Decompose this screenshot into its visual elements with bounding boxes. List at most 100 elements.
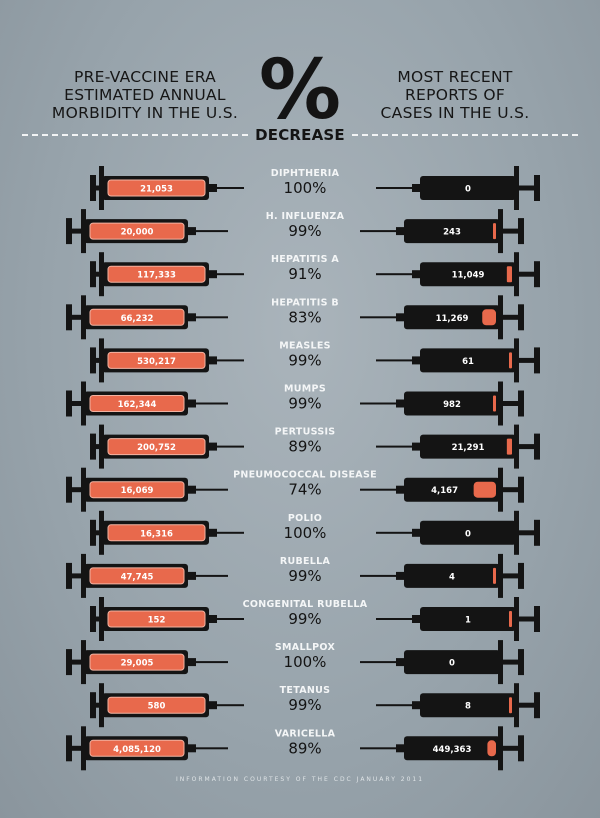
percent-decrease: 100% <box>284 524 327 542</box>
right-needle-hub <box>412 615 420 623</box>
right-needle <box>360 316 396 319</box>
left-plunger-handle <box>66 476 72 503</box>
right-fill <box>509 352 512 369</box>
disease-name: MEASLES <box>279 340 331 351</box>
recent-cases-value: 243 <box>443 228 461 238</box>
disease-name: VARICELLA <box>275 728 336 739</box>
left-fill <box>107 265 206 283</box>
percent-decrease: 100% <box>284 179 327 197</box>
left-needle <box>217 359 244 362</box>
left-fill <box>107 179 206 197</box>
recent-cases-value: 61 <box>462 357 474 367</box>
recent-cases-value: 982 <box>443 400 461 410</box>
right-plunger-handle <box>518 735 524 762</box>
right-barrel-flange <box>498 640 503 685</box>
left-fill <box>89 653 185 671</box>
right-barrel <box>420 434 516 459</box>
right-needle <box>376 359 412 362</box>
percent-decrease: 99% <box>288 610 321 628</box>
left-plunger-handle <box>90 433 96 460</box>
left-plunger-handle <box>66 562 72 589</box>
left-plunger-rod <box>72 487 84 493</box>
percent-decrease: 89% <box>288 739 321 757</box>
right-fill <box>509 697 512 714</box>
percent-decrease: 83% <box>288 308 321 326</box>
source-credit: INFORMATION COURTESY OF THE CDC JANUARY … <box>175 776 425 783</box>
right-needle <box>376 618 412 620</box>
recent-cases-value: 0 <box>465 185 471 195</box>
pre-vaccine-value: 530,217 <box>137 357 176 367</box>
pre-vaccine-value: 16,316 <box>140 529 173 539</box>
left-fill <box>107 438 206 456</box>
right-barrel-flange <box>514 252 519 297</box>
right-needle <box>360 574 396 577</box>
right-barrel-flange <box>514 338 519 383</box>
disease-name: POLIO <box>288 513 322 524</box>
left-needle <box>196 747 228 750</box>
right-plunger-rod <box>503 401 518 406</box>
left-plunger-handle <box>90 692 96 719</box>
right-plunger-handle <box>534 433 540 460</box>
left-needle-hub <box>188 227 196 236</box>
left-barrel-flange <box>81 467 86 512</box>
right-plunger-handle <box>534 692 540 719</box>
right-needle <box>376 445 412 448</box>
right-fill <box>493 395 496 412</box>
right-needle-hub <box>412 184 420 192</box>
left-needle <box>217 273 244 276</box>
left-barrel-flange <box>81 295 86 340</box>
disease-name: PERTUSSIS <box>275 427 336 438</box>
right-dashed-divider <box>352 134 578 136</box>
right-needle <box>376 704 412 707</box>
right-needle-hub <box>396 571 404 580</box>
recent-cases-value: 8 <box>465 702 471 712</box>
right-needle-hub <box>396 313 404 322</box>
right-barrel-flange <box>514 683 519 728</box>
disease-name: DIPHTHERIA <box>271 168 340 179</box>
left-fill <box>89 739 185 757</box>
recent-cases-value: 0 <box>449 659 455 669</box>
right-barrel <box>420 520 516 545</box>
pre-vaccine-value: 16,069 <box>121 486 154 496</box>
left-needle-hub <box>188 658 196 667</box>
right-barrel <box>420 262 516 287</box>
right-barrel <box>404 219 500 244</box>
left-barrel-flange <box>81 640 86 685</box>
percent-decrease: 91% <box>288 265 321 283</box>
right-needle <box>360 230 396 233</box>
left-barrel-flange <box>99 683 104 728</box>
right-barrel-flange <box>514 166 519 210</box>
right-plunger-rod <box>503 487 518 493</box>
left-needle <box>217 704 244 707</box>
left-barrel-flange <box>99 166 104 210</box>
disease-name: HEPATITIS A <box>271 254 339 265</box>
pre-vaccine-value: 4,085,120 <box>113 745 161 755</box>
left-fill <box>89 567 185 585</box>
left-barrel-flange <box>81 209 86 254</box>
percent-decrease: 99% <box>288 696 321 714</box>
left-dashed-divider <box>22 134 248 136</box>
right-needle-hub <box>396 399 404 408</box>
right-plunger-handle <box>534 175 540 201</box>
left-plunger-rod <box>72 228 84 234</box>
disease-name: H. INFLUENZA <box>266 211 345 222</box>
left-plunger-handle <box>66 735 72 762</box>
left-needle <box>196 488 228 491</box>
right-barrel <box>420 693 516 718</box>
percent-decrease: 89% <box>288 438 321 456</box>
decrease-title: DECREASE <box>255 126 345 144</box>
percent-decrease: 99% <box>288 567 321 585</box>
disease-name: CONGENITAL RUBELLA <box>243 599 368 610</box>
right-needle-hub <box>412 356 420 365</box>
right-fill <box>509 611 512 627</box>
right-needle-hub <box>396 227 404 236</box>
left-needle-hub <box>209 270 217 279</box>
